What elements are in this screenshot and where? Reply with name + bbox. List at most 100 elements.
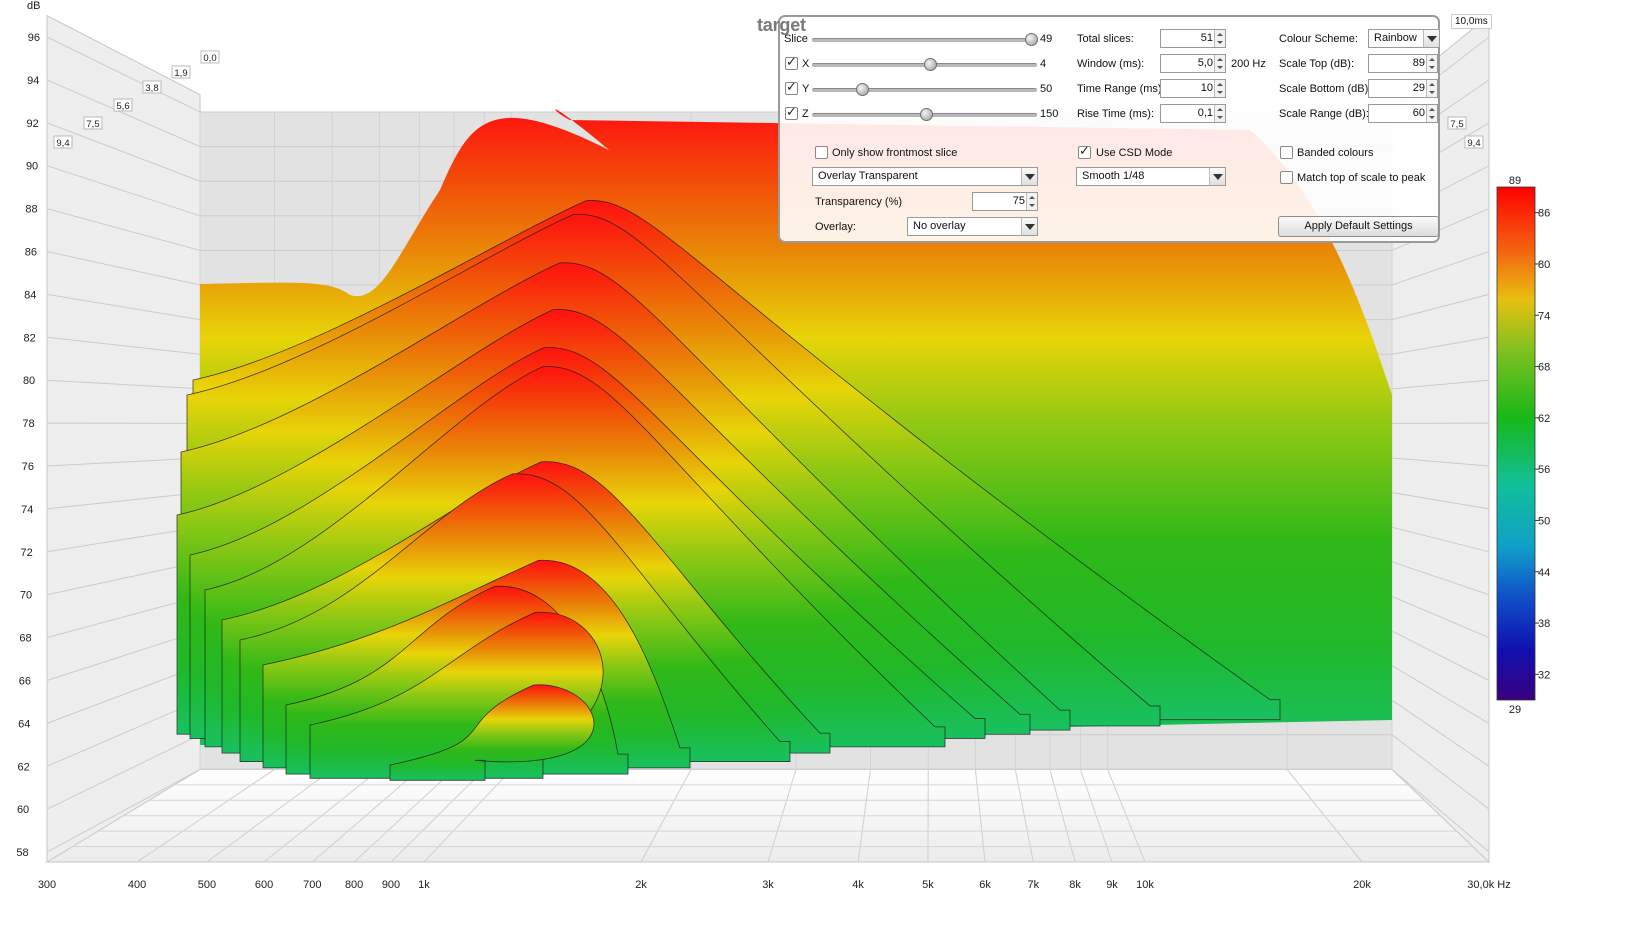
z-slider-handle[interactable] [920,108,933,121]
smoothing-dropdown[interactable]: Smooth 1/48 [1076,167,1226,186]
time-tick-label: 7,5 [1450,119,1463,130]
overlay-mode-dropdown[interactable]: Overlay Transparent [812,167,1038,186]
time-range-spinner[interactable]: 10 [1160,79,1226,98]
y-tick-label: 62 [18,761,30,773]
x-tick-label: 4k [852,879,864,891]
colour-bar-tick-label: 44 [1538,567,1550,579]
panel-title: target [757,15,806,35]
scale-bottom-label: Scale Bottom (dB): [1279,83,1372,95]
transparency-label: Transparency (%) [815,196,903,208]
y-tick-label: 68 [19,633,31,645]
x-tick-label: 500 [198,879,216,891]
x-label: X [802,58,810,70]
x-tick-label: 10k [1136,879,1154,891]
y-tick-label: 94 [27,75,39,87]
y-tick-label: 82 [24,332,36,344]
chevron-down-icon [1021,218,1037,235]
x-tick-label: 3k [762,879,774,891]
y-slider[interactable] [812,88,1037,92]
y-tick-label: 74 [21,504,33,516]
time-tick-label: 9,4 [56,138,69,149]
x-checkbox[interactable] [785,55,798,70]
y-tick-label: 80 [23,375,35,387]
y-tick-label: 76 [22,461,34,473]
y-value: 50 [1040,83,1053,95]
time-tick-box [200,50,220,64]
x-value: 4 [1040,58,1047,70]
chevron-down-icon [1423,30,1439,47]
y-tick-label: 84 [24,289,36,301]
y-tick-label: 92 [27,118,39,130]
x-tick-label: 2k [635,879,647,891]
colour-bar-tick-label: 32 [1538,669,1550,681]
z-value: 150 [1040,108,1059,120]
scale-range-spinner[interactable]: 60 [1368,104,1438,123]
colour-bar-tick-label: 80 [1538,259,1550,271]
time-tick-box [53,135,73,149]
z-label: Z [802,108,809,120]
overlay-label: Overlay: [815,221,856,233]
only-frontmost-checkbox[interactable] [815,146,828,159]
x-tick-label: 7k [1027,879,1039,891]
y-tick-label: 96 [28,32,40,44]
colour-bar [1496,186,1536,701]
slice-slider-handle[interactable] [1025,33,1038,46]
y-tick-label: 90 [26,161,38,173]
plot-axes: 96 94 92 90 88 86 84 82 80 78 76 74 72 70 68 66 64 62 60 58… [16,0,1510,891]
colour-bar-top-label: 89 [1509,175,1521,187]
x-tick-label: 30,0k Hz [1467,879,1510,891]
y-checkbox[interactable] [785,80,798,95]
colour-bar-tick-label: 74 [1538,310,1550,322]
colour-scale-bar: 89 29 86 80 74 68 62 56 50 44 38 32 [1496,175,1550,716]
time-tick-box [1464,135,1484,149]
x-tick-label: 800 [345,879,363,891]
y-slider-handle[interactable] [856,83,869,96]
x-slider-handle[interactable] [924,58,937,71]
chevron-down-icon [1209,168,1225,185]
y-tick-label: 64 [18,718,30,730]
slice-value: 49 [1040,33,1053,45]
scale-top-spinner[interactable]: 89 [1368,54,1438,73]
time-tick-label: 0,0 [203,53,216,64]
total-slices-spinner[interactable]: 51 [1160,29,1226,48]
x-tick-label: 700 [303,879,321,891]
use-csd-checkbox[interactable] [1078,144,1091,159]
y-tick-label: 66 [19,676,31,688]
x-tick-label: 400 [128,879,146,891]
time-tick-box [1447,116,1467,130]
y-tick-label: 72 [21,547,33,559]
total-slices-label: Total slices: [1077,33,1134,45]
slice-slider[interactable] [812,38,1032,42]
apply-default-settings-button[interactable]: Apply Default Settings [1278,216,1439,237]
x-tick-label: 300 [38,879,56,891]
time-range-label: Time Range (ms): [1077,83,1165,95]
x-tick-label: 600 [255,879,273,891]
banded-colours-label: Banded colours [1297,147,1374,159]
x-tick-label: 8k [1069,879,1081,891]
time-tick-box [113,98,133,112]
transparency-spinner[interactable]: 75 [972,192,1038,211]
x-tick-label: 5k [922,879,934,891]
colour-bar-bottom-label: 29 [1509,704,1521,716]
time-tick-label: 3,8 [145,83,158,94]
colour-bar-tick-label: 50 [1538,515,1550,527]
window-spinner[interactable]: 5,0 [1160,54,1226,73]
only-frontmost-label: Only show frontmost slice [832,147,958,159]
z-checkbox[interactable] [785,105,798,120]
rise-time-spinner[interactable]: 0,1 [1160,104,1226,123]
time-end-label: 10,0ms [1451,14,1492,29]
y-tick-label: 86 [25,247,37,259]
y-tick-label: 78 [22,418,34,430]
match-top-checkbox[interactable] [1280,171,1293,184]
y-tick-label: 70 [20,590,32,602]
time-tick-box [142,80,162,94]
x-tick-label: 6k [979,879,991,891]
scale-bottom-spinner[interactable]: 29 [1368,79,1438,98]
colour-bar-tick-label: 56 [1538,464,1550,476]
colour-scheme-dropdown[interactable]: Rainbow [1368,29,1440,48]
banded-colours-checkbox[interactable] [1280,146,1293,159]
colour-bar-tick-label: 68 [1538,362,1550,374]
colour-scheme-label: Colour Scheme: [1279,33,1358,45]
overlay-dropdown[interactable]: No overlay [907,217,1038,236]
